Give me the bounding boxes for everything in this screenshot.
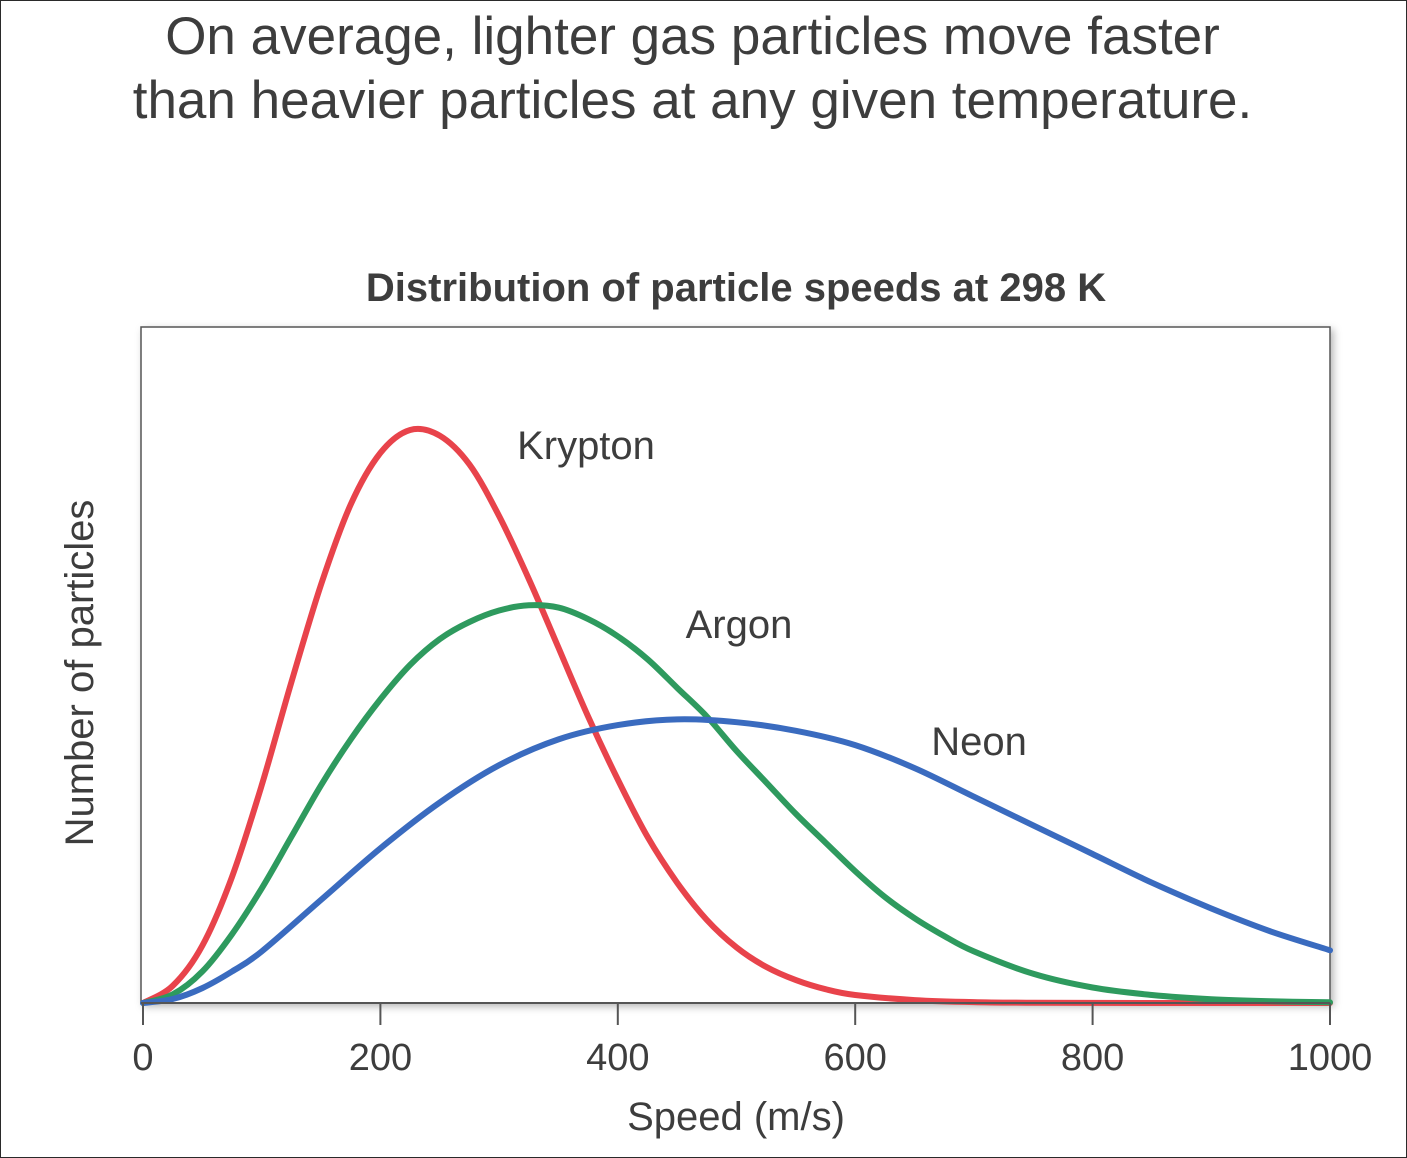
series-label-argon: Argon [686,603,793,647]
chart-title: Distribution of particle speeds at 298 K [366,266,1106,310]
series-labels: Krypton Argon Neon [517,424,1027,764]
series-line-neon [140,716,1333,1006]
headline-line-2: than heavier particles at any given temp… [132,71,1253,130]
x-tick-label: 800 [1061,1037,1124,1079]
slide-headline: On average, lighter gas particles move f… [1,5,1384,133]
headline-line-1: On average, lighter gas particles move f… [165,7,1220,66]
plot-frame [140,326,1331,1004]
y-axis-label: Number of particles [58,500,102,847]
x-axis-label: Speed (m/s) [627,1095,845,1139]
x-ticks: 0 200 400 600 800 1000 [132,1003,1372,1079]
x-tick-label: 200 [349,1037,412,1079]
series-line-argon [140,602,1333,1006]
series-label-neon: Neon [931,720,1027,764]
x-tick-label: 1000 [1288,1037,1373,1079]
x-tick-label: 0 [132,1037,153,1079]
x-tick-label: 400 [586,1037,649,1079]
x-tick-label: 600 [823,1037,886,1079]
series-label-krypton: Krypton [517,424,655,468]
